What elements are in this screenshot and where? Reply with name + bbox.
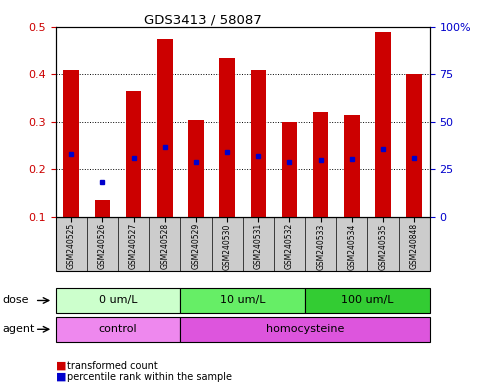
Bar xyxy=(375,31,391,217)
Text: 100 um/L: 100 um/L xyxy=(341,295,394,306)
Bar xyxy=(219,58,235,217)
Text: 10 um/L: 10 um/L xyxy=(220,295,266,306)
Text: ■: ■ xyxy=(56,372,66,382)
Bar xyxy=(313,113,328,217)
Text: GDS3413 / 58087: GDS3413 / 58087 xyxy=(144,13,262,26)
Text: agent: agent xyxy=(2,324,35,334)
Text: 0 um/L: 0 um/L xyxy=(99,295,137,306)
Bar xyxy=(188,119,204,217)
Bar xyxy=(407,74,422,217)
Bar xyxy=(251,70,266,217)
Text: dose: dose xyxy=(2,295,29,306)
Text: transformed count: transformed count xyxy=(67,361,157,371)
Bar xyxy=(157,39,172,217)
Bar xyxy=(63,70,79,217)
Text: ■: ■ xyxy=(56,361,66,371)
Bar xyxy=(126,91,142,217)
Text: control: control xyxy=(99,324,137,334)
Bar xyxy=(282,122,298,217)
Bar xyxy=(95,200,110,217)
Bar xyxy=(344,115,360,217)
Text: homocysteine: homocysteine xyxy=(266,324,344,334)
Text: percentile rank within the sample: percentile rank within the sample xyxy=(67,372,232,382)
